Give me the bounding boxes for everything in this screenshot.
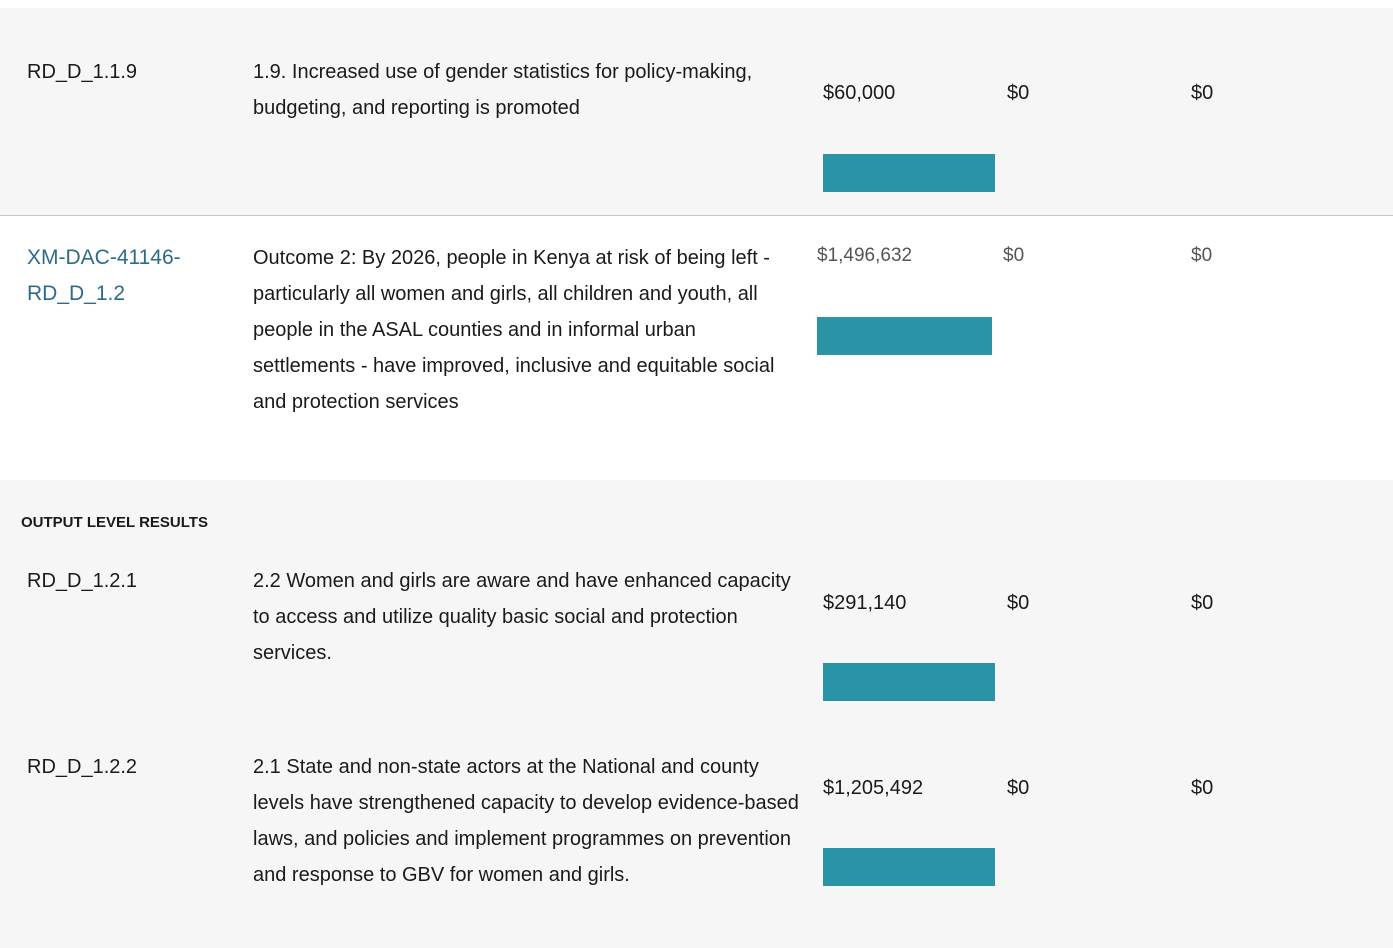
row-code: RD_D_1.2.1 [27,570,138,592]
available: $0 [1191,592,1214,614]
required: $0 [1007,592,1030,614]
budget-bar [823,663,995,701]
required: $0 [1007,82,1030,104]
divider [0,215,1393,216]
row-description: 2.1 State and non-state actors at the Na… [253,756,799,886]
row-band [0,8,1393,215]
row-band [0,480,1393,948]
row-description: 1.9. Increased use of gender statistics … [253,61,753,119]
planned: $60,000 [823,82,896,104]
required: $0 [1003,245,1025,266]
planned: $1,496,632 [817,245,913,266]
row-description: 2.2 Women and girls are aware and have e… [253,570,791,664]
row-description: Outcome 2: By 2026, people in Kenya at r… [253,247,775,413]
planned: $291,140 [823,592,907,614]
row-code: RD_D_1.2.2 [27,756,138,778]
available: $0 [1191,777,1214,799]
available: $0 [1191,82,1214,104]
section-label: OUTPUT LEVEL RESULTS [21,514,208,531]
budget-bar [823,154,995,192]
budget-bar [817,317,992,355]
row-code: RD_D_1.1.9 [27,61,138,83]
row-code-link[interactable]: XM-DAC-41146-RD_D_1.2 [27,246,181,305]
available: $0 [1191,245,1213,266]
required: $0 [1007,777,1030,799]
budget-bar [823,848,995,886]
planned: $1,205,492 [823,777,924,799]
